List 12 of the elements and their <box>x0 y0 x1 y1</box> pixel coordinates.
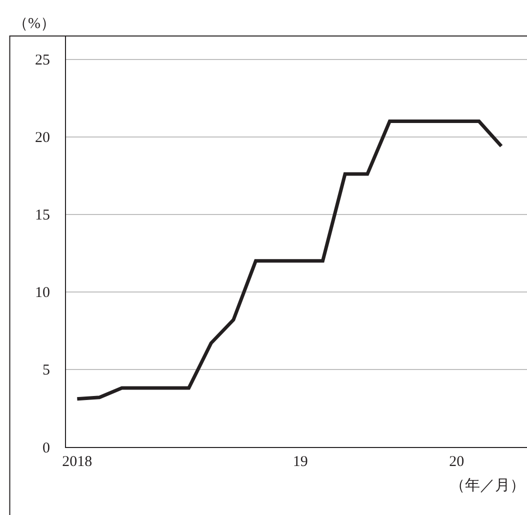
x-axis-title: （年／月） <box>450 477 525 494</box>
y-tick-label: 0 <box>42 440 50 456</box>
y-tick-label: 15 <box>35 208 50 224</box>
y-axis-title: （%） <box>13 16 56 32</box>
y-tick-label: 5 <box>42 362 50 379</box>
y-tick-label: 20 <box>35 130 50 146</box>
x-tick-label: 19 <box>292 454 308 470</box>
x-tick-label: 2018 <box>62 454 92 470</box>
y-tick-label: 10 <box>35 285 50 302</box>
line-series <box>75 120 504 401</box>
x-tick-label: 20 <box>449 454 464 470</box>
y-tick-label: 25 <box>35 52 50 69</box>
